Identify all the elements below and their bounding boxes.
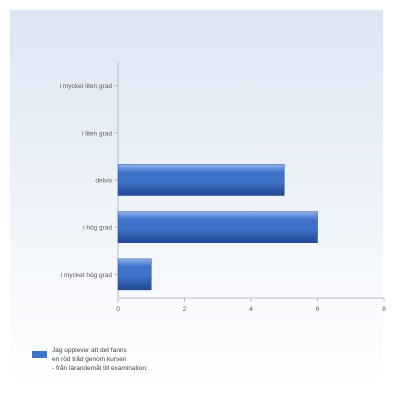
x-tick-label: 0 xyxy=(116,306,120,313)
bar xyxy=(117,258,152,291)
bar xyxy=(117,164,285,196)
y-tick-label: i mycket liten grad xyxy=(60,83,113,90)
x-tick-label: 4 xyxy=(249,306,253,313)
legend-line-1: Jag upplever att det fanns xyxy=(52,347,128,354)
x-tick-label: 2 xyxy=(183,306,187,313)
legend-swatch xyxy=(32,351,47,358)
plot-background xyxy=(10,10,383,386)
legend: Jag upplever att det fanns en röd tråd g… xyxy=(32,347,148,372)
legend-line-3: - från lärandemål till examination. xyxy=(52,364,148,372)
y-tick-label: delvis xyxy=(95,178,112,185)
x-tick-label: 8 xyxy=(382,306,386,313)
bar xyxy=(117,211,318,243)
x-tick-label: 6 xyxy=(316,306,320,313)
y-tick-label: i liten grad xyxy=(82,130,112,137)
legend-line-2: en röd tråd genom kursen xyxy=(52,355,127,363)
y-tick-label: i hög grad xyxy=(83,225,112,232)
y-tick-label: i mycket hög grad xyxy=(61,272,113,279)
